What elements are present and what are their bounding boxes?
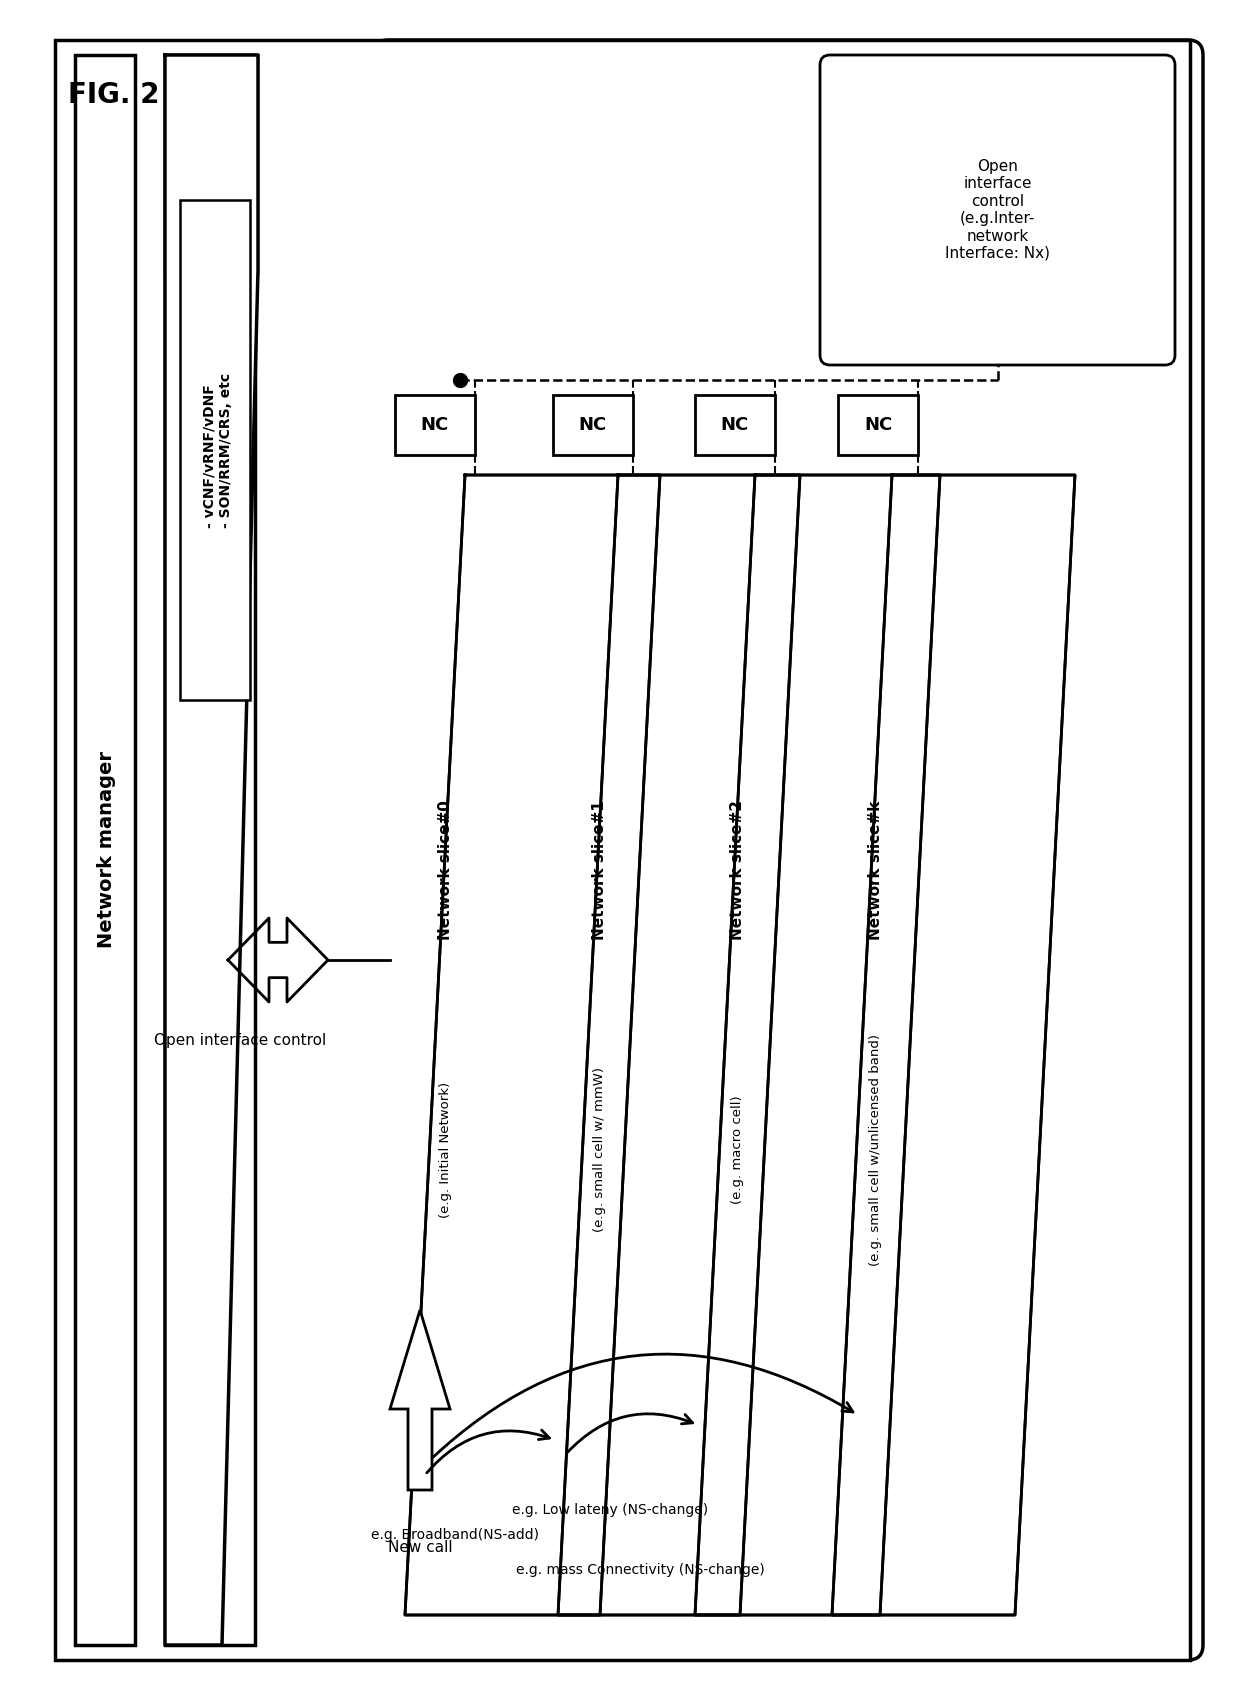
Text: FIG. 2: FIG. 2 — [68, 81, 160, 110]
Text: Network slice#0: Network slice#0 — [438, 801, 453, 939]
Text: Network slice#k: Network slice#k — [868, 801, 883, 939]
Polygon shape — [165, 56, 258, 1646]
Text: NC: NC — [720, 416, 749, 433]
Bar — [838, 395, 918, 455]
Text: Network slice#1: Network slice#1 — [593, 801, 608, 939]
Polygon shape — [558, 475, 800, 1615]
Text: NC: NC — [579, 416, 608, 433]
Text: (e.g. macro cell): (e.g. macro cell) — [732, 1096, 744, 1204]
Text: Open
interface
control
(e.g.Inter-
network
Interface: Nx): Open interface control (e.g.Inter- netwo… — [945, 158, 1050, 261]
Text: e.g. mass Connectivity (NS-change): e.g. mass Connectivity (NS-change) — [516, 1563, 764, 1576]
Polygon shape — [832, 475, 1075, 1615]
Text: New call: New call — [388, 1539, 453, 1554]
Bar — [165, 56, 257, 275]
Polygon shape — [405, 475, 660, 1615]
Text: (e.g. small cell w/ mmW): (e.g. small cell w/ mmW) — [594, 1067, 606, 1232]
Polygon shape — [694, 475, 940, 1615]
Text: Open interface control: Open interface control — [154, 1032, 326, 1047]
FancyBboxPatch shape — [820, 56, 1176, 364]
Bar — [694, 395, 775, 455]
Text: NC: NC — [420, 416, 449, 433]
Bar — [74, 56, 135, 1646]
Text: e.g. Low lateny (NS-change): e.g. Low lateny (NS-change) — [512, 1502, 708, 1517]
Text: (e.g. Initial Network): (e.g. Initial Network) — [439, 1082, 451, 1217]
FancyBboxPatch shape — [373, 40, 1203, 1661]
Bar — [553, 395, 632, 455]
Text: (e.g. small cell w/unlicensed band): (e.g. small cell w/unlicensed band) — [868, 1034, 882, 1266]
Text: - vCNF/vRNF/vDNF
- SON/RRM/CRS, etc: - vCNF/vRNF/vDNF - SON/RRM/CRS, etc — [203, 373, 233, 528]
Polygon shape — [391, 1310, 450, 1490]
Bar — [180, 201, 250, 700]
Text: NC: NC — [864, 416, 892, 433]
Bar — [165, 56, 255, 1646]
Text: Network manager: Network manager — [98, 752, 117, 949]
Text: e.g. Broadband(NS-add): e.g. Broadband(NS-add) — [371, 1528, 539, 1543]
Bar — [396, 395, 475, 455]
Text: Network slice#2: Network slice#2 — [730, 799, 745, 941]
